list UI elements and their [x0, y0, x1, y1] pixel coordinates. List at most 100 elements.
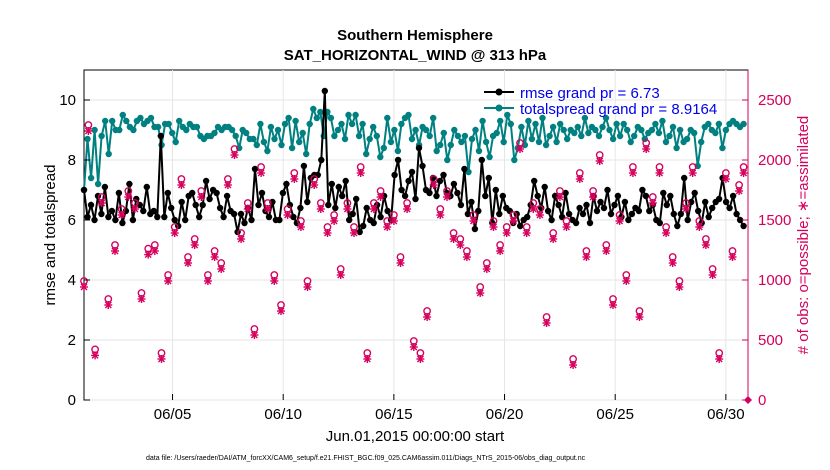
rmse-point: [674, 222, 681, 230]
totalspread-point: [638, 126, 645, 134]
totalspread-point: [394, 147, 402, 155]
totalspread-point: [408, 135, 416, 143]
rmse-point: [346, 216, 353, 224]
y2-tick-label: 2000: [758, 152, 791, 169]
totalspread-point: [447, 141, 454, 149]
rmse-point: [531, 177, 538, 185]
obs-point: [423, 307, 432, 321]
totalspread-point: [377, 153, 384, 161]
rmse-point: [192, 201, 199, 209]
obs-point: [635, 307, 644, 321]
totalspread-point: [564, 135, 571, 143]
obs-point: [569, 355, 578, 369]
obs-point: [682, 199, 690, 213]
obs-point: [137, 289, 146, 303]
rmse-point: [468, 198, 475, 206]
rmse-point: [119, 219, 126, 227]
totalspread-point: [479, 117, 486, 125]
totalspread-point: [451, 126, 458, 134]
totalspread-point: [673, 144, 680, 152]
totalspread-point: [102, 117, 109, 125]
totalspread-point: [327, 114, 335, 122]
totalspread-point: [260, 138, 268, 146]
obs-point: [655, 163, 664, 177]
rmse-point: [339, 192, 346, 200]
x-tick-label: 06/15: [375, 406, 413, 423]
obs-point: [469, 211, 478, 225]
totalspread-point: [359, 120, 366, 128]
data-file-footer: data file: /Users/raeder/DAI/ATM_forcXX/…: [146, 455, 586, 462]
rmse-point: [663, 201, 670, 209]
rmse-point: [304, 198, 311, 206]
obs-point: [708, 265, 717, 279]
rmse-point: [126, 180, 133, 188]
totalspread-point: [285, 114, 292, 122]
rmse-point: [394, 156, 402, 164]
obs-point: [462, 247, 471, 261]
rmse-point: [583, 201, 590, 209]
legend: rmse grand pr = 6.73 totalspread grand p…: [484, 85, 717, 118]
totalspread-point: [278, 141, 285, 149]
rmse-point: [391, 171, 398, 179]
totalspread-point: [461, 132, 469, 140]
rmse-point: [255, 201, 262, 209]
obs-point: [91, 345, 100, 360]
rmse-point: [405, 177, 412, 185]
rmse-point: [419, 162, 426, 170]
obs-point: [622, 271, 631, 285]
obs-point: [602, 241, 611, 255]
rmse-point: [129, 216, 137, 224]
rmse-point: [91, 216, 98, 224]
legend-spread-label: totalspread grand pr = 8.9164: [520, 101, 717, 118]
totalspread-point: [560, 126, 567, 134]
rmse-point: [579, 210, 587, 218]
rmse-point: [297, 204, 304, 212]
rmse-point: [164, 189, 171, 197]
obs-point: [80, 277, 88, 291]
obs-point: [516, 139, 524, 153]
rmse-point: [349, 210, 356, 218]
rmse-point: [457, 201, 465, 209]
rmse-point: [216, 204, 224, 212]
totalspread-point: [264, 147, 271, 155]
obs-point: [217, 259, 226, 273]
totalspread-point: [211, 129, 218, 137]
rmse-point: [220, 213, 227, 221]
obs-point: [164, 271, 173, 285]
rmse-point: [593, 207, 601, 215]
rmse-point: [154, 213, 161, 221]
rmse-point: [548, 216, 555, 224]
rmse-point: [485, 174, 492, 182]
totalspread-point: [712, 129, 719, 137]
obs-point: [416, 349, 425, 363]
totalspread-point: [458, 138, 465, 146]
x-tick-label: 06/25: [596, 406, 634, 423]
totalspread-point: [599, 123, 606, 131]
obs-point: [296, 217, 305, 231]
totalspread-point: [507, 120, 514, 128]
rmse-point: [572, 219, 580, 227]
totalspread-point: [176, 117, 183, 125]
x-tick-label: 06/30: [707, 406, 745, 423]
totalspread-point: [355, 132, 363, 140]
totalspread-point: [123, 117, 130, 125]
chart-subtitle: SAT_HORIZONTAL_WIND @ 313 hPa: [284, 47, 547, 64]
rmse-point: [544, 207, 552, 215]
totalspread-point: [613, 120, 620, 128]
obs-point: [409, 337, 418, 351]
obs-point: [263, 199, 272, 213]
y-tick-label: 10: [59, 92, 76, 109]
rmse-point: [635, 207, 643, 215]
rmse-point: [300, 162, 308, 170]
obs-point: [555, 187, 564, 201]
rmse-point: [660, 189, 667, 197]
obs-point: [443, 187, 451, 201]
obs-point: [237, 229, 246, 243]
rmse-point: [440, 171, 447, 179]
totalspread-point: [722, 126, 730, 134]
totalspread-point: [574, 123, 581, 131]
obs-point: [575, 169, 584, 183]
totalspread-point: [334, 126, 342, 134]
totalspread-point: [313, 114, 320, 122]
totalspread-point: [662, 138, 670, 146]
